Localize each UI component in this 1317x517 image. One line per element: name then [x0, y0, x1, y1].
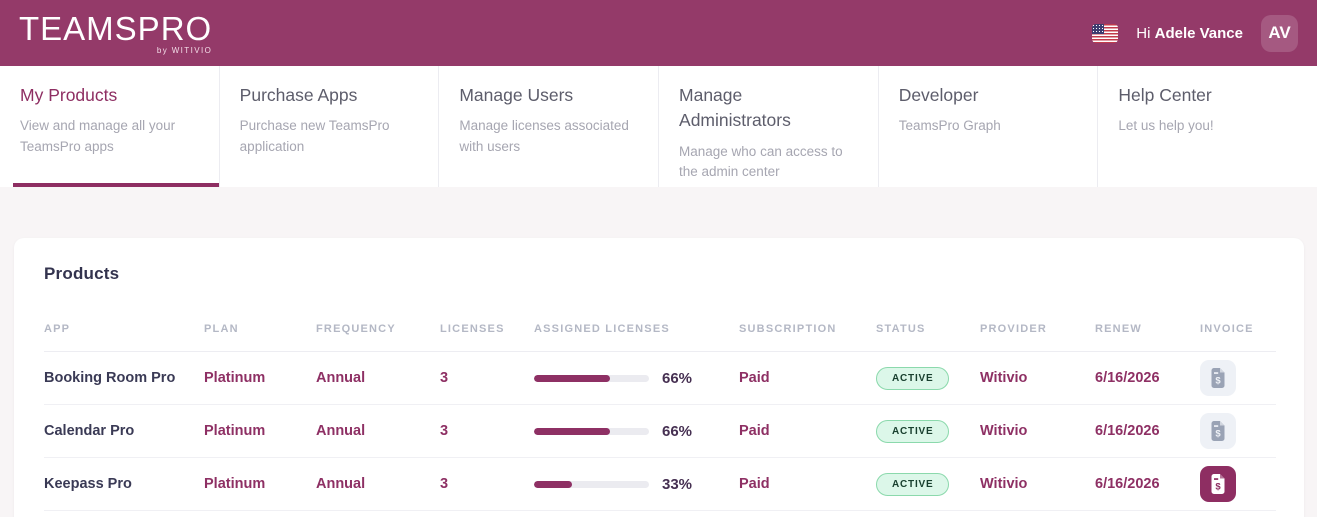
invoice-document-icon: $ — [1210, 474, 1226, 494]
invoice-cell: $ — [1200, 466, 1277, 502]
tab-description: Let us help you! — [1118, 118, 1214, 134]
assigned-percent-label: 66% — [662, 369, 693, 387]
provider-value: Witivio — [980, 370, 1028, 386]
tab-description: Purchase new TeamsPro application — [239, 118, 390, 154]
assigned-percent-label: 33% — [662, 475, 693, 493]
invoice-cell: $ — [1200, 413, 1277, 449]
progress-fill — [534, 480, 572, 488]
svg-text:$: $ — [1215, 376, 1221, 387]
tab-description: View and manage all your TeamsPro apps — [20, 118, 176, 154]
subscription-value: Paid — [739, 423, 770, 439]
col-header-licenses: LICENSES — [440, 323, 505, 335]
licenses-value: 3 — [440, 476, 449, 492]
app-logo[interactable]: TEAMSPRO by WITIVIO — [19, 10, 213, 55]
progress-fill — [534, 374, 610, 382]
table-header-row: APP PLAN FREQUENCY LICENSES ASSIGNED LIC… — [44, 284, 1276, 352]
greeting-prefix: Hi — [1136, 24, 1155, 42]
us-flag-icon[interactable] — [1092, 23, 1119, 43]
frequency-value: Annual — [316, 370, 366, 386]
subscription-value: Paid — [739, 370, 770, 386]
app-name: Keepass Pro — [44, 476, 132, 492]
app-header: TEAMSPRO by WITIVIO Hi Adele Vance AV — [0, 0, 1317, 66]
tab-help-center[interactable]: Help Center Let us help you! — [1098, 66, 1317, 187]
plan-value: Platinum — [204, 423, 266, 439]
tab-label: My Products — [20, 85, 118, 105]
tab-label: Help Center — [1118, 85, 1212, 105]
renew-date: 6/16/2026 — [1095, 423, 1160, 439]
app-name: Booking Room Pro — [44, 370, 176, 386]
page-content: Products APP PLAN FREQUENCY LICENSES ASS… — [0, 187, 1317, 517]
table-row: Calendar Pro Platinum Annual 3 66% Paid … — [44, 405, 1276, 458]
tab-developer[interactable]: Developer TeamsPro Graph — [879, 66, 1099, 187]
col-header-status: STATUS — [876, 323, 926, 335]
licenses-value: 3 — [440, 423, 449, 439]
tab-label: Purchase Apps — [239, 85, 358, 105]
user-greeting: Hi Adele Vance — [1136, 25, 1243, 42]
status-badge: ACTIVE — [876, 472, 950, 496]
products-card: Products APP PLAN FREQUENCY LICENSES ASS… — [14, 238, 1304, 517]
status-cell: ACTIVE — [876, 366, 980, 390]
plan-value: Platinum — [204, 476, 266, 492]
tab-label: Manage Users — [459, 85, 574, 105]
invoice-cell: $ — [1200, 360, 1277, 396]
table-row: Keepass Pro Platinum Annual 3 33% Paid A… — [44, 458, 1276, 511]
tab-label: Manage Administrators — [679, 85, 791, 131]
col-header-assigned-licenses: ASSIGNED LICENSES — [534, 323, 670, 335]
assigned-percent-label: 66% — [662, 422, 693, 440]
renew-date: 6/16/2026 — [1095, 476, 1160, 492]
assigned-licenses-cell: 33% — [534, 476, 739, 493]
progress-bar — [534, 374, 649, 382]
tab-manage-users[interactable]: Manage Users Manage licenses associated … — [439, 66, 660, 187]
svg-text:$: $ — [1215, 482, 1221, 493]
status-cell: ACTIVE — [876, 419, 980, 443]
invoice-button[interactable]: $ — [1200, 466, 1236, 502]
header-right: Hi Adele Vance AV — [1092, 14, 1298, 52]
invoice-button[interactable]: $ — [1200, 413, 1236, 449]
tab-description: Manage licenses associated with users — [459, 118, 629, 154]
progress-fill — [534, 427, 610, 435]
tab-my-products[interactable]: My Products View and manage all your Tea… — [0, 66, 220, 187]
plan-value: Platinum — [204, 370, 266, 386]
col-header-subscription: SUBSCRIPTION — [739, 323, 837, 335]
status-cell: ACTIVE — [876, 472, 980, 496]
logo-subtext: by WITIVIO — [156, 45, 213, 55]
tab-description: Manage who can access to the admin cente… — [679, 143, 843, 179]
licenses-value: 3 — [440, 370, 449, 386]
invoice-document-icon: $ — [1210, 368, 1226, 388]
col-header-frequency: FREQUENCY — [316, 323, 396, 335]
logo-text: TEAMSPRO — [19, 10, 213, 48]
invoice-document-icon: $ — [1210, 421, 1226, 441]
status-badge: ACTIVE — [876, 419, 950, 443]
frequency-value: Annual — [316, 423, 366, 439]
progress-bar — [534, 480, 649, 488]
col-header-invoice: INVOICE — [1200, 323, 1254, 335]
tab-description: TeamsPro Graph — [898, 118, 1001, 134]
tab-label: Developer — [898, 85, 979, 105]
col-header-app: APP — [44, 323, 71, 335]
user-name: Adele Vance — [1154, 24, 1243, 42]
invoice-button[interactable]: $ — [1200, 360, 1236, 396]
products-title: Products — [44, 264, 120, 283]
renew-date: 6/16/2026 — [1095, 370, 1160, 386]
tab-manage-administrators[interactable]: Manage Administrators Manage who can acc… — [659, 66, 879, 187]
col-header-renew: RENEW — [1095, 323, 1142, 335]
col-header-plan: PLAN — [204, 323, 239, 335]
progress-bar — [534, 427, 649, 435]
status-badge: ACTIVE — [876, 366, 950, 390]
provider-value: Witivio — [980, 423, 1028, 439]
app-name: Calendar Pro — [44, 423, 135, 439]
tab-purchase-apps[interactable]: Purchase Apps Purchase new TeamsPro appl… — [220, 66, 440, 187]
assigned-licenses-cell: 66% — [534, 423, 739, 440]
provider-value: Witivio — [980, 476, 1028, 492]
frequency-value: Annual — [316, 476, 366, 492]
subscription-value: Paid — [739, 476, 770, 492]
avatar[interactable]: AV — [1261, 14, 1298, 52]
svg-text:$: $ — [1215, 429, 1221, 440]
col-header-provider: PROVIDER — [980, 323, 1048, 335]
assigned-licenses-cell: 66% — [534, 370, 739, 387]
main-nav: My Products View and manage all your Tea… — [0, 66, 1317, 187]
table-row: Booking Room Pro Platinum Annual 3 66% P… — [44, 352, 1276, 405]
